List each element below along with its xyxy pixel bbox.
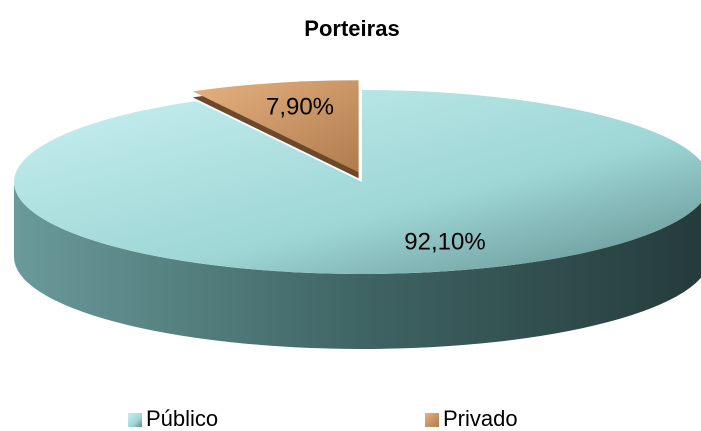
slice-side (14, 182, 701, 349)
legend-label: Público (146, 406, 218, 431)
slice (192, 80, 359, 173)
legend-swatch (425, 413, 439, 427)
value-label: 92,10% (404, 228, 485, 255)
slice (14, 90, 701, 274)
legend-swatch (128, 413, 142, 427)
chart-title: Porteiras (304, 16, 399, 41)
value-label: 7,90% (266, 93, 334, 120)
legend-label: Privado (443, 406, 518, 431)
